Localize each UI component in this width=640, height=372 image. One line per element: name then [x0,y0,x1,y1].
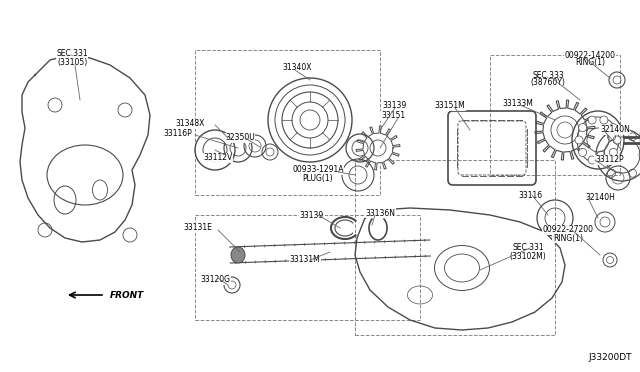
Text: 33112V: 33112V [204,154,232,163]
Text: RING(1): RING(1) [553,234,583,243]
Text: 32140H: 32140H [585,193,615,202]
Text: 33151: 33151 [381,112,405,121]
Text: 33151M: 33151M [435,102,465,110]
Circle shape [579,124,587,132]
Bar [490,55,620,175]
Circle shape [600,116,608,124]
Circle shape [588,116,596,124]
Text: SEC.333: SEC.333 [532,71,564,80]
Text: (33105): (33105) [57,58,87,67]
Circle shape [609,124,618,132]
Polygon shape [356,126,400,170]
Text: 00922-27200: 00922-27200 [543,225,593,234]
Text: 33120G: 33120G [200,276,230,285]
Text: 33131M: 33131M [290,256,321,264]
Text: 33116P: 33116P [163,129,192,138]
Text: 00933-1291A: 00933-1291A [292,166,344,174]
Circle shape [613,136,621,144]
Bar [355,160,555,335]
Text: 33139: 33139 [383,102,407,110]
Circle shape [575,136,583,144]
Text: 31340X: 31340X [282,64,312,73]
Bar [195,215,420,320]
Text: 33136N: 33136N [365,208,395,218]
Text: J33200DT: J33200DT [589,353,632,362]
Text: 00922-14200: 00922-14200 [564,51,616,60]
Ellipse shape [231,247,245,263]
Text: 31348X: 31348X [175,119,205,128]
Text: 32140N: 32140N [600,125,630,135]
Circle shape [609,148,618,156]
Circle shape [600,156,608,164]
Text: 33131E: 33131E [183,224,212,232]
Text: 32350U: 32350U [225,134,255,142]
Bar [195,50,380,195]
Text: PLUG(1): PLUG(1) [303,174,333,183]
Text: (33102M): (33102M) [509,251,547,260]
Text: SEC.331: SEC.331 [512,244,544,253]
Text: RING(1): RING(1) [575,58,605,67]
Text: FRONT: FRONT [110,291,144,299]
Circle shape [579,148,587,156]
Text: (38760Y): (38760Y) [531,78,565,87]
Circle shape [588,156,596,164]
Text: 33139: 33139 [300,211,324,219]
Text: 33112P: 33112P [595,155,623,164]
Text: 33116: 33116 [518,190,542,199]
Polygon shape [535,100,595,160]
Circle shape [224,277,240,293]
Text: SEC.331: SEC.331 [56,48,88,58]
Text: 33133M: 33133M [502,99,533,108]
